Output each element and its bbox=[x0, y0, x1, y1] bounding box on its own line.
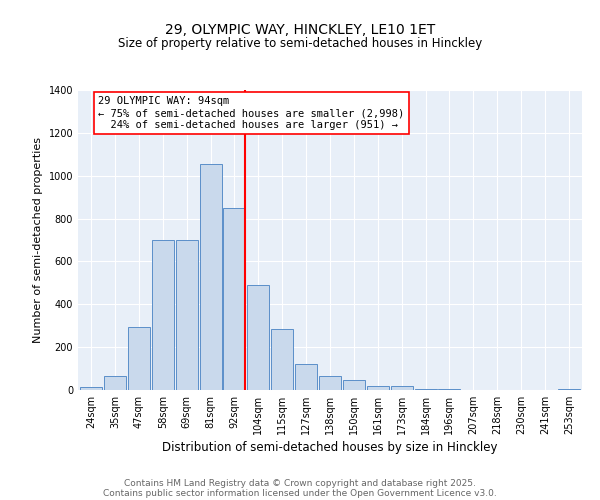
Bar bbox=[319, 376, 341, 390]
Bar bbox=[223, 208, 245, 390]
Bar bbox=[415, 389, 437, 390]
Bar bbox=[271, 329, 293, 390]
X-axis label: Distribution of semi-detached houses by size in Hinckley: Distribution of semi-detached houses by … bbox=[162, 441, 498, 454]
Bar bbox=[343, 380, 365, 390]
Bar bbox=[439, 389, 460, 390]
Bar bbox=[128, 327, 150, 390]
Text: Size of property relative to semi-detached houses in Hinckley: Size of property relative to semi-detach… bbox=[118, 38, 482, 51]
Bar bbox=[367, 386, 389, 390]
Bar bbox=[176, 240, 197, 390]
Text: 29 OLYMPIC WAY: 94sqm
← 75% of semi-detached houses are smaller (2,998)
  24% of: 29 OLYMPIC WAY: 94sqm ← 75% of semi-deta… bbox=[98, 96, 404, 130]
Y-axis label: Number of semi-detached properties: Number of semi-detached properties bbox=[33, 137, 43, 343]
Text: Contains public sector information licensed under the Open Government Licence v3: Contains public sector information licen… bbox=[103, 488, 497, 498]
Bar bbox=[295, 364, 317, 390]
Bar bbox=[152, 240, 174, 390]
Bar bbox=[80, 387, 102, 390]
Bar bbox=[558, 389, 580, 390]
Bar bbox=[104, 376, 126, 390]
Text: 29, OLYMPIC WAY, HINCKLEY, LE10 1ET: 29, OLYMPIC WAY, HINCKLEY, LE10 1ET bbox=[165, 22, 435, 36]
Text: Contains HM Land Registry data © Crown copyright and database right 2025.: Contains HM Land Registry data © Crown c… bbox=[124, 478, 476, 488]
Bar bbox=[247, 285, 269, 390]
Bar bbox=[200, 164, 221, 390]
Bar bbox=[391, 386, 413, 390]
